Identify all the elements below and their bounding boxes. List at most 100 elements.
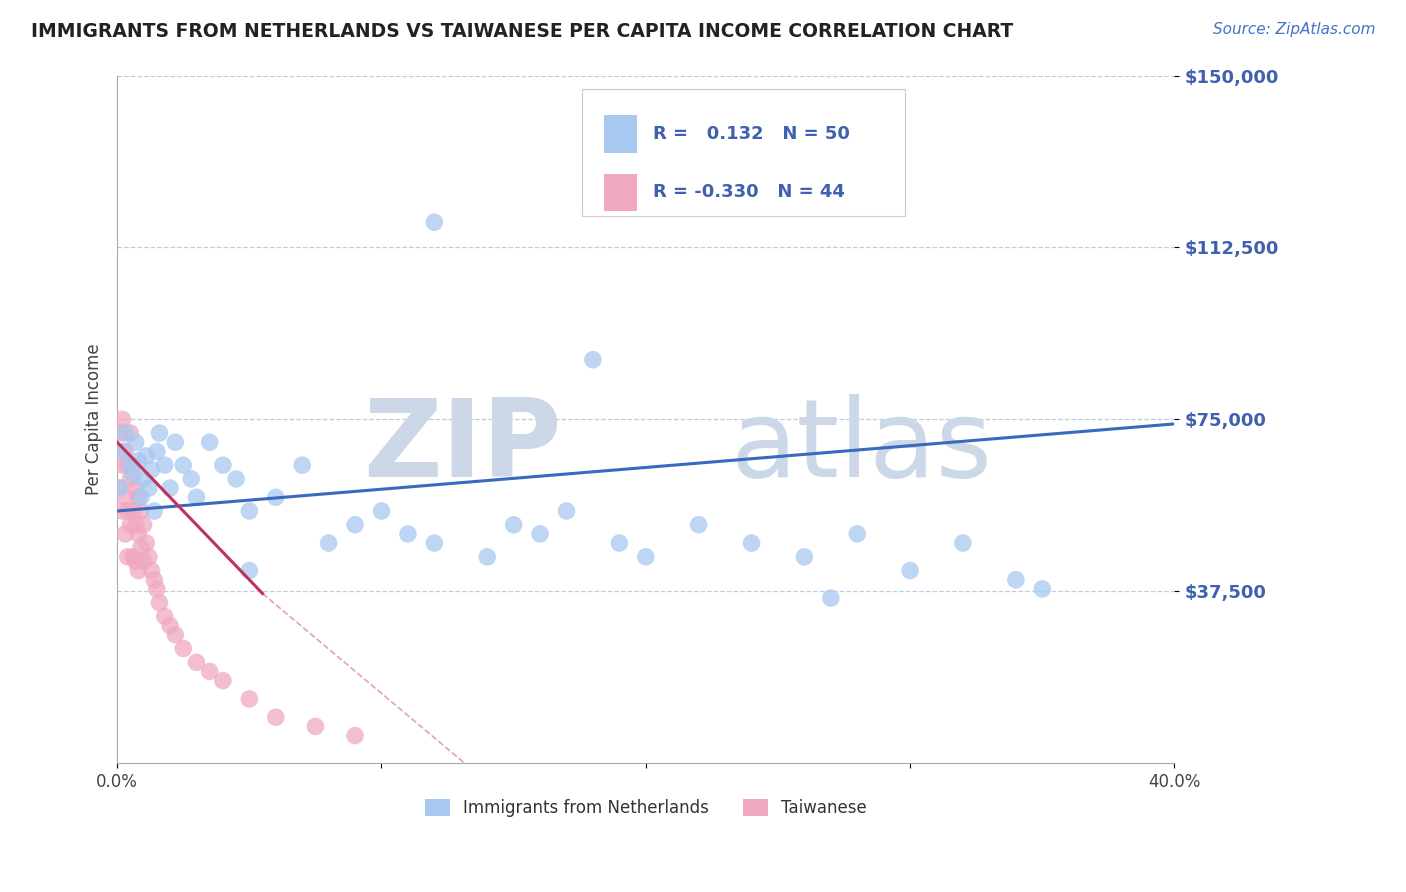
Point: [132, 517, 155, 532]
Point: [264, 710, 287, 724]
Point: [634, 549, 657, 564]
Point: [159, 481, 181, 495]
Point: [129, 541, 152, 555]
Point: [127, 564, 149, 578]
Point: [238, 504, 260, 518]
Point: [122, 458, 145, 472]
Point: [122, 504, 145, 518]
Point: [198, 435, 221, 450]
Point: [146, 582, 169, 596]
Point: [198, 665, 221, 679]
FancyBboxPatch shape: [603, 174, 637, 211]
Point: [120, 426, 142, 441]
Point: [108, 481, 131, 495]
Point: [135, 536, 157, 550]
Point: [264, 490, 287, 504]
Point: [125, 554, 148, 568]
Point: [153, 609, 176, 624]
Text: R =   0.132   N = 50: R = 0.132 N = 50: [654, 125, 851, 143]
Point: [172, 458, 194, 472]
Point: [165, 628, 187, 642]
Point: [143, 573, 166, 587]
Point: [609, 536, 631, 550]
Point: [127, 453, 149, 467]
Point: [688, 517, 710, 532]
Point: [172, 641, 194, 656]
Point: [148, 596, 170, 610]
Point: [143, 504, 166, 518]
Point: [741, 536, 763, 550]
Text: Source: ZipAtlas.com: Source: ZipAtlas.com: [1212, 22, 1375, 37]
Point: [212, 673, 235, 688]
Point: [138, 549, 160, 564]
Point: [423, 215, 446, 229]
Point: [304, 719, 326, 733]
Point: [111, 504, 134, 518]
Point: [502, 517, 524, 532]
Point: [135, 449, 157, 463]
Point: [159, 618, 181, 632]
Point: [111, 412, 134, 426]
Point: [186, 490, 208, 504]
Point: [165, 435, 187, 450]
Point: [1005, 573, 1028, 587]
Point: [114, 527, 136, 541]
Text: IMMIGRANTS FROM NETHERLANDS VS TAIWANESE PER CAPITA INCOME CORRELATION CHART: IMMIGRANTS FROM NETHERLANDS VS TAIWANESE…: [31, 22, 1014, 41]
Point: [120, 517, 142, 532]
Point: [370, 504, 392, 518]
Point: [132, 472, 155, 486]
Point: [108, 481, 131, 495]
Point: [141, 564, 163, 578]
Point: [846, 527, 869, 541]
Point: [180, 472, 202, 486]
Text: ZIP: ZIP: [363, 394, 561, 500]
Point: [122, 549, 145, 564]
Point: [125, 435, 148, 450]
Point: [238, 564, 260, 578]
Point: [225, 472, 247, 486]
Point: [423, 536, 446, 550]
Point: [555, 504, 578, 518]
Point: [318, 536, 340, 550]
FancyBboxPatch shape: [603, 115, 637, 153]
Point: [141, 463, 163, 477]
Point: [108, 426, 131, 441]
Point: [148, 426, 170, 441]
Point: [344, 517, 367, 532]
Point: [582, 352, 605, 367]
Point: [122, 467, 145, 482]
Point: [477, 549, 499, 564]
Point: [120, 458, 142, 472]
Point: [153, 458, 176, 472]
Point: [114, 426, 136, 441]
Point: [898, 564, 921, 578]
Point: [820, 591, 842, 606]
Point: [114, 490, 136, 504]
Text: R = -0.330   N = 44: R = -0.330 N = 44: [654, 184, 845, 202]
Point: [117, 504, 139, 518]
Point: [344, 729, 367, 743]
Point: [793, 549, 815, 564]
Point: [117, 549, 139, 564]
Legend: Immigrants from Netherlands, Taiwanese: Immigrants from Netherlands, Taiwanese: [419, 792, 873, 823]
Point: [132, 554, 155, 568]
Point: [212, 458, 235, 472]
FancyBboxPatch shape: [582, 89, 905, 217]
Y-axis label: Per Capita Income: Per Capita Income: [86, 343, 103, 495]
Point: [127, 527, 149, 541]
Point: [111, 444, 134, 458]
Point: [127, 490, 149, 504]
Point: [120, 472, 142, 486]
Text: atlas: atlas: [730, 394, 993, 500]
Point: [117, 458, 139, 472]
Point: [129, 490, 152, 504]
Point: [138, 481, 160, 495]
Point: [186, 655, 208, 669]
Point: [114, 444, 136, 458]
Point: [125, 481, 148, 495]
Point: [1031, 582, 1053, 596]
Point: [238, 692, 260, 706]
Point: [952, 536, 974, 550]
Point: [125, 517, 148, 532]
Point: [529, 527, 551, 541]
